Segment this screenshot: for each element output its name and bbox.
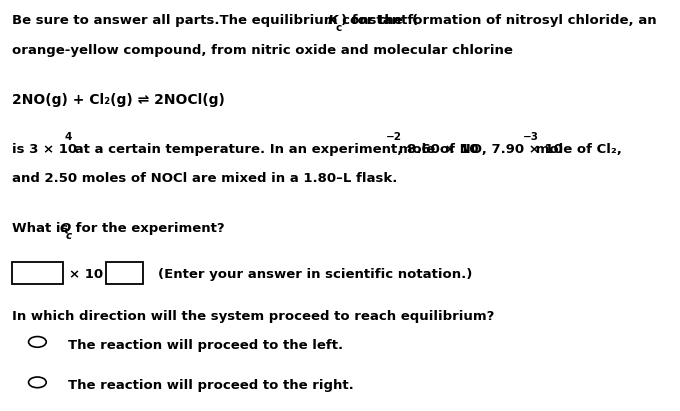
Text: K: K [328, 14, 339, 28]
Text: for the experiment?: for the experiment? [71, 222, 224, 235]
Text: Q: Q [59, 222, 70, 235]
Text: −2: −2 [386, 132, 402, 142]
Text: orange-yellow compound, from nitric oxide and molecular chlorine: orange-yellow compound, from nitric oxid… [12, 44, 513, 57]
Text: × 10: × 10 [69, 268, 103, 282]
Text: mole of NO, 7.90 × 10: mole of NO, 7.90 × 10 [394, 143, 563, 156]
Text: and 2.50 moles of NOCl are mixed in a 1.80–L flask.: and 2.50 moles of NOCl are mixed in a 1.… [12, 172, 398, 185]
Text: 4: 4 [65, 132, 72, 142]
Text: What is: What is [12, 222, 73, 235]
Text: at a certain temperature. In an experiment, 8.60 × 10: at a certain temperature. In an experime… [70, 143, 479, 156]
Text: The reaction will proceed to the right.: The reaction will proceed to the right. [68, 379, 354, 392]
Bar [12, 261, 63, 284]
Text: c: c [335, 23, 341, 33]
Text: ) for the formation of nitrosyl chloride, an: ) for the formation of nitrosyl chloride… [341, 14, 657, 28]
Text: In which direction will the system proceed to reach equilibrium?: In which direction will the system proce… [12, 310, 494, 323]
Text: 2NO(g) + Cl₂(g) ⇌ 2NOCl(g): 2NO(g) + Cl₂(g) ⇌ 2NOCl(g) [12, 93, 225, 107]
Text: The reaction will proceed to the left.: The reaction will proceed to the left. [68, 339, 343, 352]
Text: c: c [65, 231, 71, 240]
Bar [106, 261, 143, 284]
Text: −3: −3 [523, 132, 539, 142]
Text: (Enter your answer in scientific notation.): (Enter your answer in scientific notatio… [158, 268, 473, 282]
Text: Be sure to answer all parts.The equilibrium constant (: Be sure to answer all parts.The equilibr… [12, 14, 418, 28]
Text: mole of Cl₂,: mole of Cl₂, [531, 143, 622, 156]
Text: is 3 × 10: is 3 × 10 [12, 143, 78, 156]
